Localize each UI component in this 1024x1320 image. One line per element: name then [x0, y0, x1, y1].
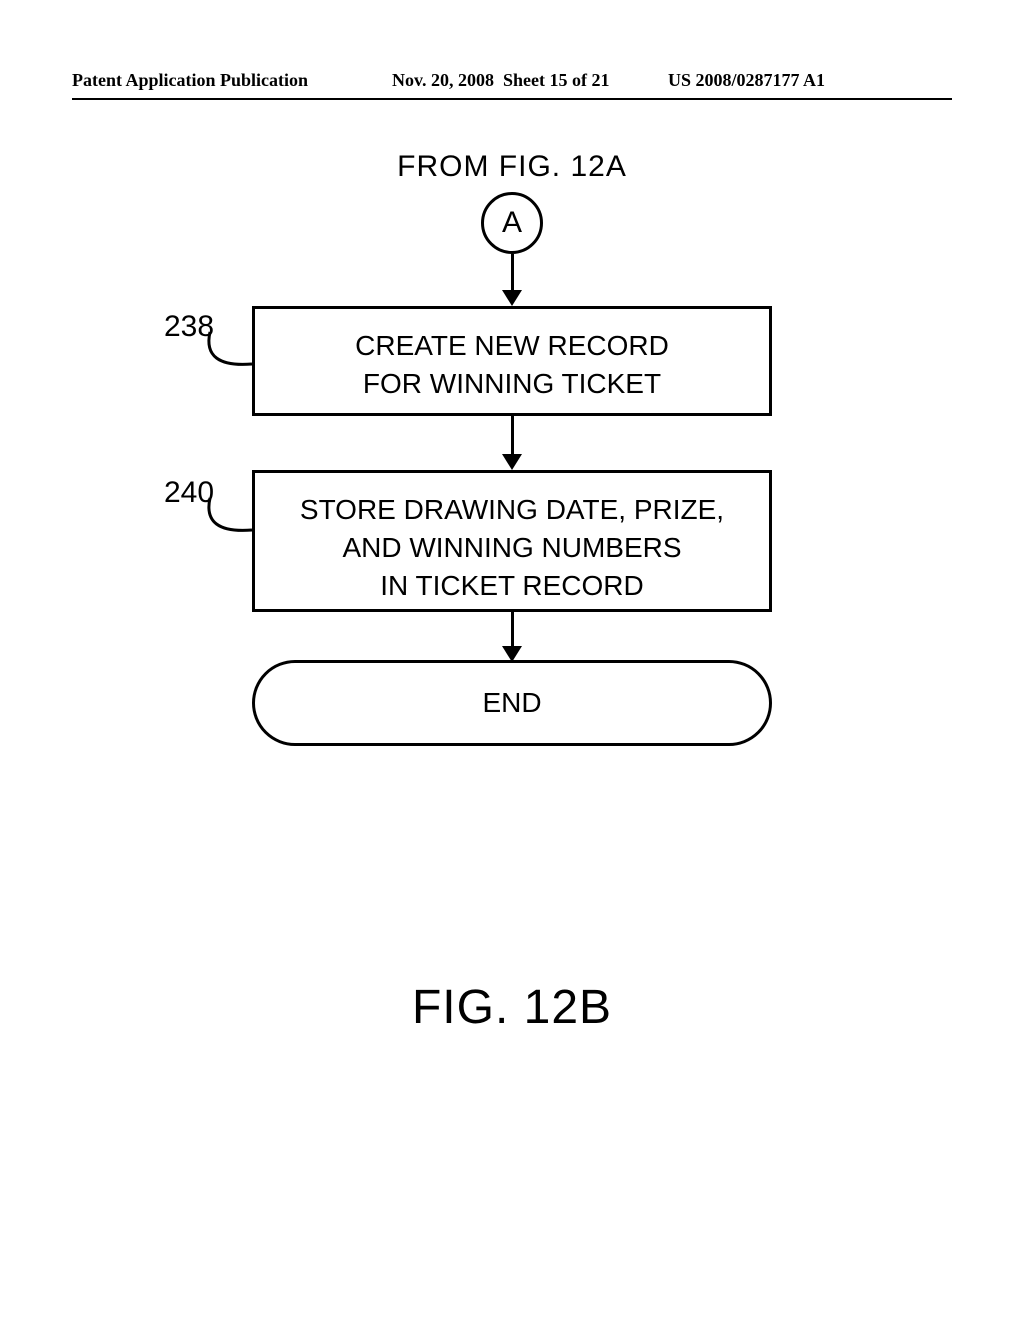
patent-page: Patent Application Publication Nov. 20, …	[72, 60, 952, 1260]
arrow-240-to-end	[502, 612, 522, 662]
header-rule	[72, 98, 952, 100]
header-pub-number: US 2008/0287177 A1	[668, 70, 825, 91]
header-publication: Patent Application Publication	[72, 70, 308, 91]
arrow-a-to-238	[502, 254, 522, 306]
process-238-line1: CREATE NEW RECORD	[265, 327, 759, 365]
process-238-line2: FOR WINNING TICKET	[265, 365, 759, 403]
process-240: STORE DRAWING DATE, PRIZE, AND WINNING N…	[252, 470, 772, 612]
process-238: CREATE NEW RECORD FOR WINNING TICKET	[252, 306, 772, 416]
figure-label: FIG. 12B	[412, 980, 612, 1035]
header-date-sheet: Nov. 20, 2008 Sheet 15 of 21	[392, 70, 610, 91]
arrow-238-to-240	[502, 416, 522, 470]
process-240-line2: AND WINNING NUMBERS	[265, 529, 759, 567]
flowchart: FROM FIG. 12A A 238 CREATE NEW RECORD FO…	[72, 150, 952, 1050]
terminator-end: END	[252, 660, 772, 746]
header-sheet: Sheet 15 of 21	[503, 70, 610, 90]
connector-a: A	[481, 192, 543, 254]
header-date: Nov. 20, 2008	[392, 70, 494, 90]
connector-a-text: A	[502, 206, 522, 240]
terminator-end-text: END	[482, 687, 541, 719]
connector-source-label: FROM FIG. 12A	[397, 150, 627, 184]
process-240-line3: IN TICKET RECORD	[265, 567, 759, 605]
process-240-line1: STORE DRAWING DATE, PRIZE,	[265, 491, 759, 529]
